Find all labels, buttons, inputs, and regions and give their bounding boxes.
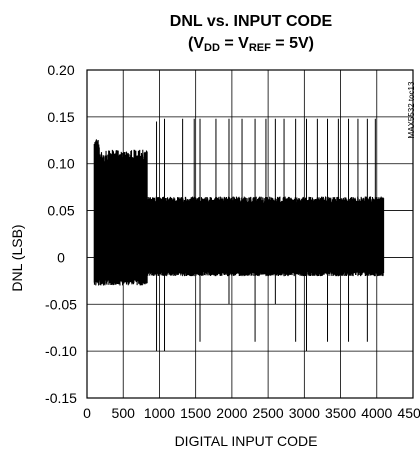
chart-subtitle-dd-sub: DD: [204, 42, 220, 54]
chart-subtitle-ref-sub: REF: [249, 42, 271, 54]
x-tick-label: 500: [112, 405, 136, 421]
x-tick-label: 0: [83, 405, 91, 421]
x-tick-label: 4000: [361, 405, 392, 421]
dnl-segment: [99, 150, 147, 286]
x-tick-label: 1000: [144, 405, 175, 421]
x-axis-label: DIGITAL INPUT CODE: [175, 433, 318, 449]
y-tick-labels: 0.20 0.15 0.10 0.05 0 -0.05 -0.10 -0.15: [45, 62, 77, 406]
dnl-segment: [94, 139, 99, 285]
y-tick-label: -0.05: [45, 296, 77, 312]
x-tick-label: 3000: [289, 405, 320, 421]
chart-title: DNL vs. INPUT CODE: [170, 13, 333, 30]
chart-subtitle: (VDD = VREF = 5V): [188, 35, 314, 54]
x-tick-label: 2500: [253, 405, 284, 421]
y-tick-label: 0.15: [47, 109, 74, 125]
chart-subtitle-open: (V: [188, 35, 204, 52]
y-tick-label: 0.20: [47, 62, 74, 78]
chart-subtitle-mid: = V: [220, 35, 249, 52]
y-tick-label: 0: [57, 249, 65, 265]
chart-side-note: MAX5532 toc13: [407, 81, 416, 138]
x-tick-label: 4500: [397, 405, 420, 421]
y-axis-label: DNL (LSB): [9, 224, 25, 291]
x-tick-label: 1500: [180, 405, 211, 421]
y-tick-label: -0.15: [45, 390, 77, 406]
y-tick-label: -0.10: [45, 343, 77, 359]
x-tick-label: 3500: [325, 405, 356, 421]
x-tick-labels: 0 500 1000 1500 2000 2500 3000 3500 4000 4500: [83, 405, 420, 421]
y-tick-label: 0.05: [47, 203, 74, 219]
chart-subtitle-close: = 5V): [271, 35, 314, 52]
x-tick-label: 2000: [216, 405, 247, 421]
y-tick-label: 0.10: [47, 156, 74, 172]
